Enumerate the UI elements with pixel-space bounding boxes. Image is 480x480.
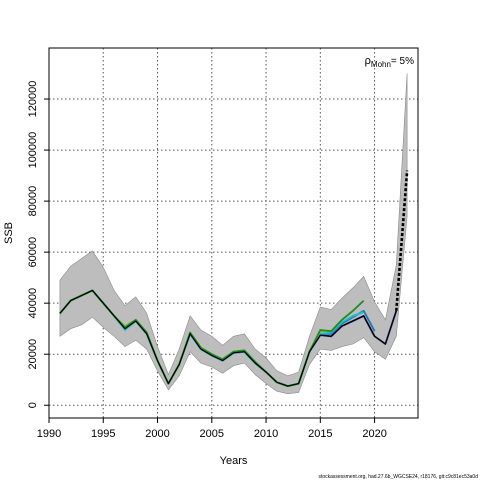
x-tick-label: 2015 xyxy=(308,428,332,440)
source-credit: stockassessment.org, had.27.6b_WGCSE24, … xyxy=(318,474,478,480)
y-tick-label: 80000 xyxy=(27,186,39,217)
series-line-final xyxy=(59,289,397,387)
x-axis-title: Years xyxy=(220,455,248,467)
y-tick-label: 60000 xyxy=(27,237,39,268)
plot-frame xyxy=(48,47,419,419)
confidence-band-layer xyxy=(59,73,408,395)
mohn-rho-annotation: ρMohn= 5% xyxy=(365,55,414,69)
y-tick-label: 0 xyxy=(27,402,39,408)
y-tick-label: 20000 xyxy=(27,339,39,370)
series-line-final-projection xyxy=(394,170,409,311)
y-tick-label: 120000 xyxy=(27,81,39,118)
y-axis: 0 20000 40000 60000 80000 100000 120000 xyxy=(27,81,49,408)
series-layer xyxy=(59,170,409,388)
x-tick-label: 2000 xyxy=(145,428,169,440)
x-tick-label: 1995 xyxy=(91,428,115,440)
rho-subscript: Mohn xyxy=(371,60,391,69)
x-tick-label: 2020 xyxy=(362,428,386,440)
y-tick-label: 100000 xyxy=(27,132,39,169)
y-axis-title: SSB xyxy=(3,222,15,244)
confidence-band xyxy=(59,73,408,395)
rho-symbol: ρ xyxy=(365,55,371,67)
x-axis: 1990 1995 2000 2005 2010 2015 2020 xyxy=(37,418,387,440)
rho-value: = 5% xyxy=(391,56,414,67)
x-tick-label: 1990 xyxy=(37,428,61,440)
x-tick-label: 2010 xyxy=(254,428,278,440)
y-tick-label: 40000 xyxy=(27,288,39,319)
x-tick-label: 2005 xyxy=(200,428,224,440)
